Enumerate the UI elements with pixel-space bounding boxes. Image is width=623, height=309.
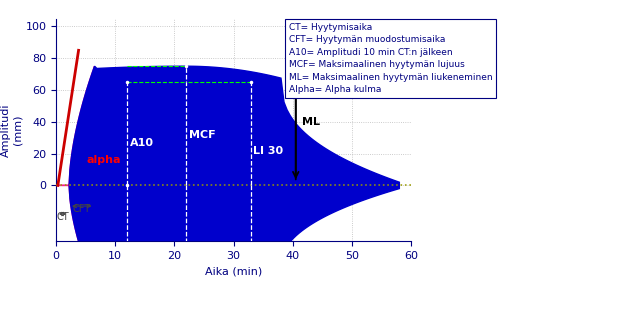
Text: CT= Hyytymisaika
CFT= Hyytymän muodostumisaika
A10= Amplitudi 10 min CT:n jälkee: CT= Hyytymisaika CFT= Hyytymän muodostum…: [288, 23, 492, 95]
Text: LI 30: LI 30: [253, 146, 283, 156]
Text: A10: A10: [130, 138, 154, 148]
Text: ML: ML: [302, 117, 320, 127]
Text: MCF: MCF: [189, 130, 216, 140]
Y-axis label: Amplitudi
(mm): Amplitudi (mm): [1, 103, 22, 157]
X-axis label: Aika (min): Aika (min): [205, 266, 262, 276]
Polygon shape: [69, 66, 399, 287]
Polygon shape: [56, 66, 95, 287]
Text: alpha: alpha: [87, 155, 121, 165]
Text: CFT: CFT: [72, 205, 90, 214]
Text: CT: CT: [57, 212, 69, 222]
